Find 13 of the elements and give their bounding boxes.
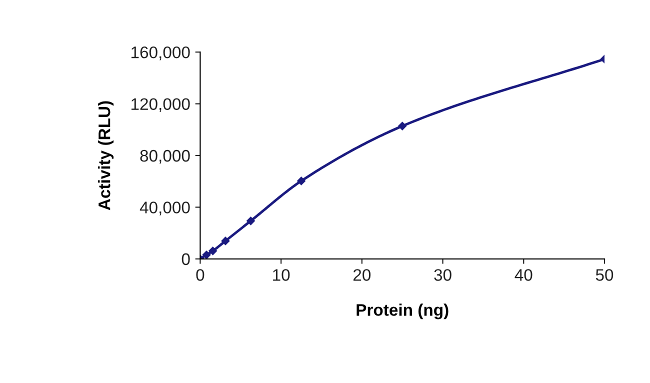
y-axis-title: Activity (RLU) bbox=[98, 101, 114, 210]
x-tick-label: 10 bbox=[273, 269, 290, 281]
x-tick-label: 20 bbox=[353, 269, 371, 281]
x-tick-label: 30 bbox=[434, 269, 452, 281]
y-tick-label: 80,000 bbox=[140, 150, 190, 164]
x-tick-label: 50 bbox=[596, 269, 614, 281]
y-tick-label: 160,000 bbox=[132, 46, 190, 60]
x-tick-label: 40 bbox=[514, 269, 532, 281]
y-tick-label: 0 bbox=[182, 253, 190, 266]
y-tick-label: 40,000 bbox=[140, 202, 190, 216]
x-axis-title: Protein (ng) bbox=[356, 304, 448, 320]
x-tick-label: 0 bbox=[196, 269, 204, 281]
y-tick-label: 120,000 bbox=[132, 98, 190, 112]
